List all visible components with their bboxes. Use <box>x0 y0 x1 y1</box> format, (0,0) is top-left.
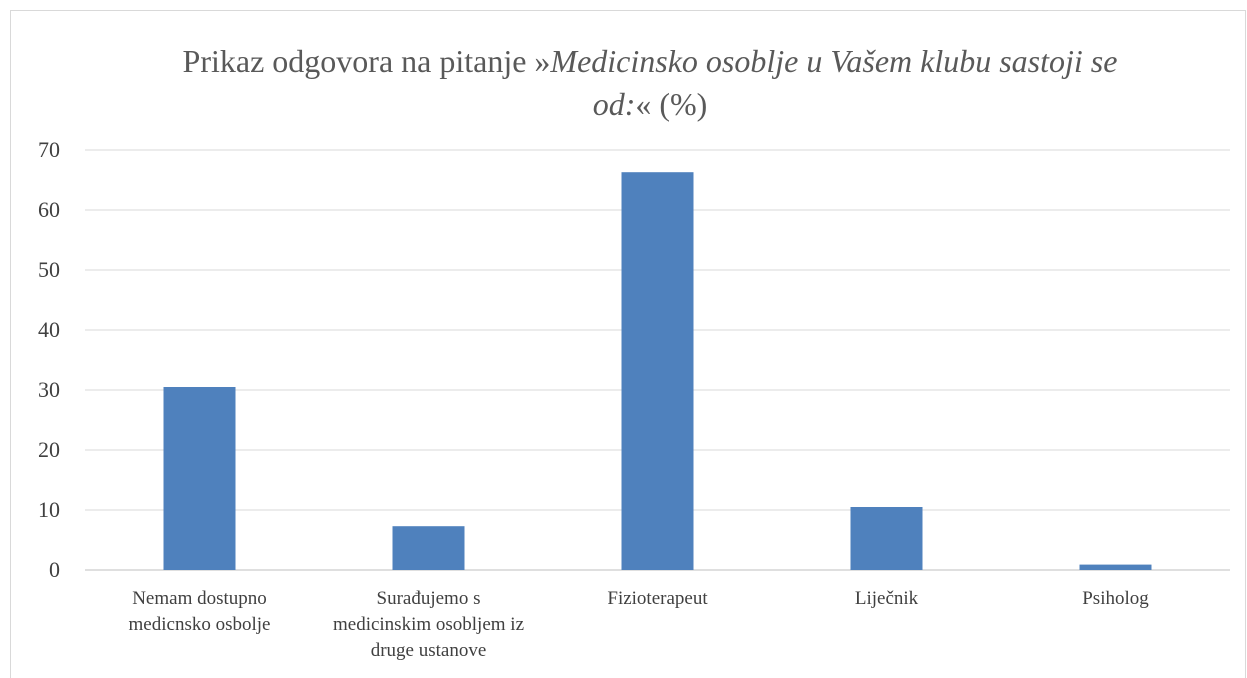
x-tick-label: Nemam dostupno medicnsko osbolje <box>128 588 271 635</box>
chart-title: Prikaz odgovora na pitanje »Medicinsko o… <box>160 40 1140 126</box>
title-part: Prikaz odgovora na pitanje » <box>182 43 551 79</box>
y-tick-label: 30 <box>38 377 60 402</box>
y-tick-label: 40 <box>38 317 60 342</box>
y-tick-label: 10 <box>38 497 60 522</box>
x-tick-label: Psiholog <box>1082 588 1149 609</box>
bar <box>850 507 923 570</box>
title-part: Medicinsko osoblje u Vašem klubu sastoji… <box>550 43 1118 122</box>
title-part: « (%) <box>635 86 708 122</box>
y-tick-label: 0 <box>49 557 60 582</box>
y-tick-label: 70 <box>38 137 60 162</box>
bar <box>1079 564 1152 570</box>
y-tick-label: 20 <box>38 437 60 462</box>
x-tick-label: Fizioterapeut <box>607 588 708 609</box>
x-tick-label: Surađujemo s medicinskim osobljem iz dru… <box>332 588 525 661</box>
y-tick-label: 60 <box>38 197 60 222</box>
y-tick-label: 50 <box>38 257 60 282</box>
chart-border <box>10 10 1246 678</box>
x-tick-label: Liječnik <box>854 588 919 609</box>
bar <box>163 387 236 570</box>
bar <box>621 172 694 570</box>
bar <box>392 526 465 570</box>
